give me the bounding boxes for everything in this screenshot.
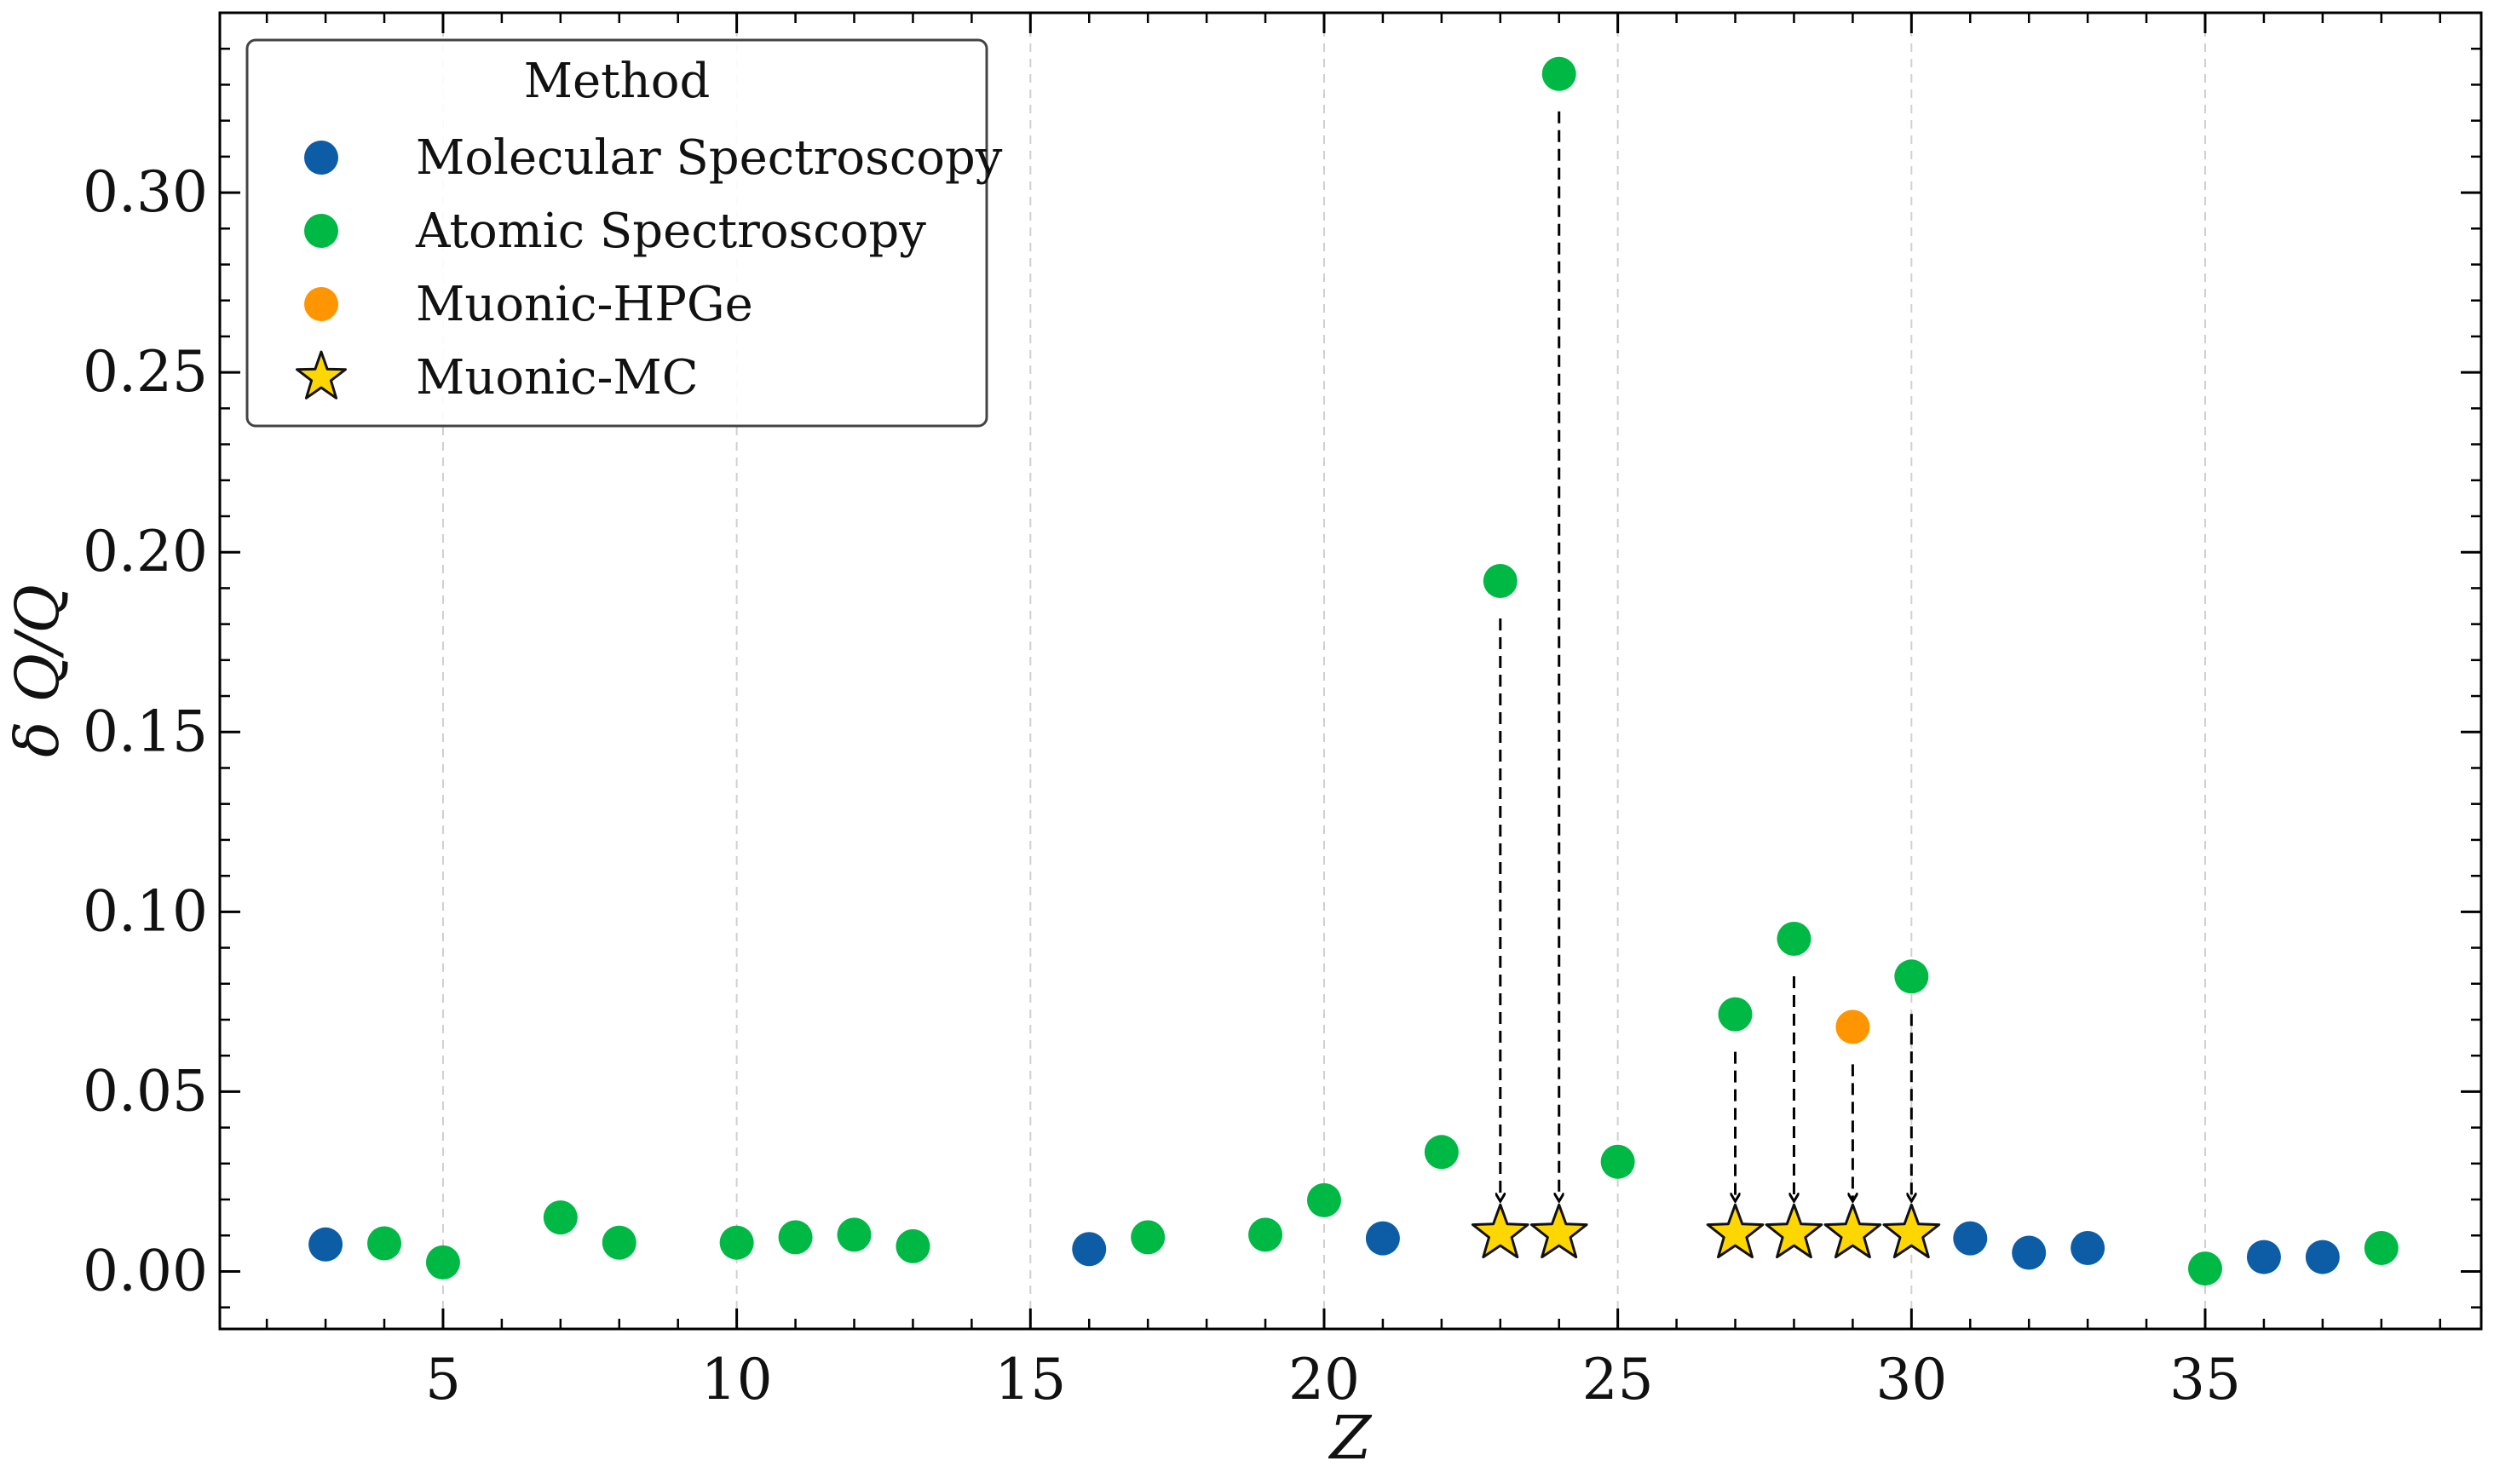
point-atomic-spectroscopy: [778, 1220, 813, 1255]
point-molecular-spectroscopy: [1365, 1221, 1400, 1256]
point-atomic-spectroscopy: [1306, 1182, 1341, 1217]
legend-label-atomic-spectroscopy: Atomic Spectroscopy: [415, 204, 926, 259]
point-atomic-spectroscopy: [1541, 56, 1576, 91]
legend-marker-molecular-spectroscopy: [304, 141, 338, 175]
point-atomic-spectroscopy: [367, 1226, 402, 1261]
point-muonic-mc: [1471, 1203, 1529, 1259]
point-muonic-mc: [1529, 1203, 1588, 1259]
point-muonic-mc: [1706, 1203, 1765, 1259]
y-tick-label: 0.20: [83, 519, 208, 584]
point-muonic-mc: [1765, 1203, 1823, 1259]
ticks-layer: 5 10 15 20 25 30 35 0.00 0.05 0.10 0.15 0.20 0.25 0.3…: [83, 13, 2481, 1412]
point-atomic-spectroscopy: [896, 1228, 930, 1263]
point-atomic-spectroscopy: [2364, 1231, 2399, 1266]
data-points: [308, 56, 2399, 1286]
point-atomic-spectroscopy: [1894, 959, 1929, 994]
legend-marker-muonic-mc: [296, 350, 347, 400]
point-atomic-spectroscopy: [1131, 1220, 1166, 1255]
point-atomic-spectroscopy: [1483, 563, 1518, 598]
point-atomic-spectroscopy: [1424, 1135, 1459, 1170]
x-tick-label: 5: [425, 1347, 461, 1412]
x-tick-label: 15: [994, 1347, 1066, 1412]
plot-frame: [218, 11, 2483, 1331]
point-atomic-spectroscopy: [1718, 997, 1753, 1032]
y-tick-label: 0.30: [83, 159, 208, 225]
point-atomic-spectroscopy: [1600, 1144, 1635, 1179]
point-muonic-hpge: [1835, 1009, 1870, 1044]
legend-label-molecular-spectroscopy: Molecular Spectroscopy: [416, 130, 1003, 186]
point-muonic-mc: [1823, 1203, 1882, 1259]
x-axis-title: Z: [1328, 1403, 1373, 1473]
x-tick-label: 30: [1875, 1347, 1947, 1412]
legend-title: Method: [524, 54, 711, 109]
legend-label-muonic-hpge: Muonic-HPGe: [416, 277, 753, 332]
point-atomic-spectroscopy: [425, 1245, 460, 1280]
point-molecular-spectroscopy: [2305, 1240, 2340, 1274]
y-tick-label: 0.25: [83, 339, 208, 405]
point-atomic-spectroscopy: [719, 1225, 754, 1260]
x-tick-label: 10: [701, 1347, 773, 1412]
x-tick-label: 35: [2169, 1347, 2241, 1412]
point-atomic-spectroscopy: [2188, 1251, 2223, 1286]
x-tick-label: 25: [1582, 1347, 1654, 1412]
y-axis-title: δ Q/Q: [3, 584, 72, 757]
point-atomic-spectroscopy: [543, 1200, 578, 1235]
point-atomic-spectroscopy: [837, 1217, 872, 1252]
point-molecular-spectroscopy: [1072, 1232, 1107, 1267]
legend: Method Molecular Spectroscopy Atomic Spec…: [245, 38, 1003, 428]
annotation-arrows: [1500, 111, 1912, 1201]
y-tick-label: 0.15: [83, 699, 208, 764]
point-muonic-mc: [1882, 1203, 1941, 1259]
point-molecular-spectroscopy: [2071, 1231, 2105, 1266]
y-tick-label: 0.05: [83, 1058, 208, 1124]
point-molecular-spectroscopy: [1953, 1221, 1988, 1256]
point-atomic-spectroscopy: [602, 1225, 636, 1260]
legend-marker-muonic-hpge: [304, 287, 338, 321]
legend-label-muonic-mc: Muonic-MC: [416, 350, 699, 406]
point-atomic-spectroscopy: [1777, 921, 1811, 956]
x-tick-label: 20: [1288, 1347, 1360, 1412]
point-molecular-spectroscopy: [2012, 1235, 2047, 1270]
legend-box: [245, 38, 988, 428]
point-molecular-spectroscopy: [2246, 1240, 2281, 1274]
point-molecular-spectroscopy: [308, 1227, 343, 1262]
y-tick-label: 0.00: [83, 1238, 208, 1303]
y-tick-label: 0.10: [83, 878, 208, 944]
legend-marker-atomic-spectroscopy: [304, 214, 338, 248]
point-atomic-spectroscopy: [1248, 1217, 1283, 1252]
